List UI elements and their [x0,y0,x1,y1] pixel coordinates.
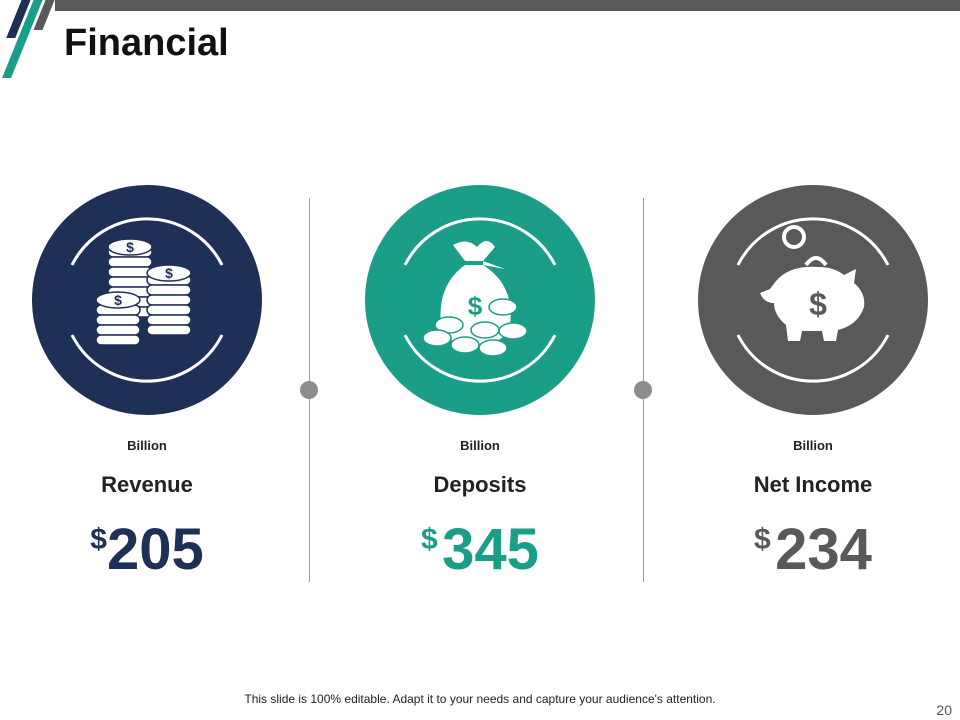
ring-arcs [70,217,224,383]
top-bar [55,0,960,11]
deposits-amount: 345 [442,517,539,582]
deposits-label: Deposits [433,472,527,497]
ring-arcs [403,217,557,383]
coin-stacks-icon: $ $ $ [95,238,192,346]
svg-text:$: $ [114,292,122,308]
deposits-circle: $ [365,185,595,415]
revenue-circle: $ $ $ [32,185,262,415]
net-income-unit: Billion [793,438,833,453]
footer-note: This slide is 100% editable. Adapt it to… [244,692,716,706]
currency-symbol: $ [90,523,107,556]
currency-symbol: $ [754,523,771,556]
deposits-unit: Billion [460,438,500,453]
net-income-label: Net Income [753,472,873,497]
slide-title: Financial [64,22,229,64]
net-income-circle: $ [698,185,928,415]
page-number: 20 [936,702,952,718]
svg-text:$: $ [809,286,827,322]
piggy-bank-icon: $ [760,225,865,341]
money-bag-icon: $ [422,241,528,357]
revenue-unit: Billion [127,438,167,453]
svg-text:$: $ [468,291,483,321]
svg-text:$: $ [165,265,173,281]
revenue-value: $205 [32,515,262,585]
net-income-value: $ 234 [698,515,928,585]
divider-dot [634,381,652,399]
ring-arcs [736,217,890,383]
svg-text:$: $ [126,239,134,255]
revenue-amount: 205 [106,517,204,582]
revenue-label: Revenue [101,472,193,497]
net-income-amount: 234 [775,517,872,582]
divider-dot [300,381,318,399]
deposits-value: $ 345 [365,515,595,585]
currency-symbol: $ [421,523,438,556]
